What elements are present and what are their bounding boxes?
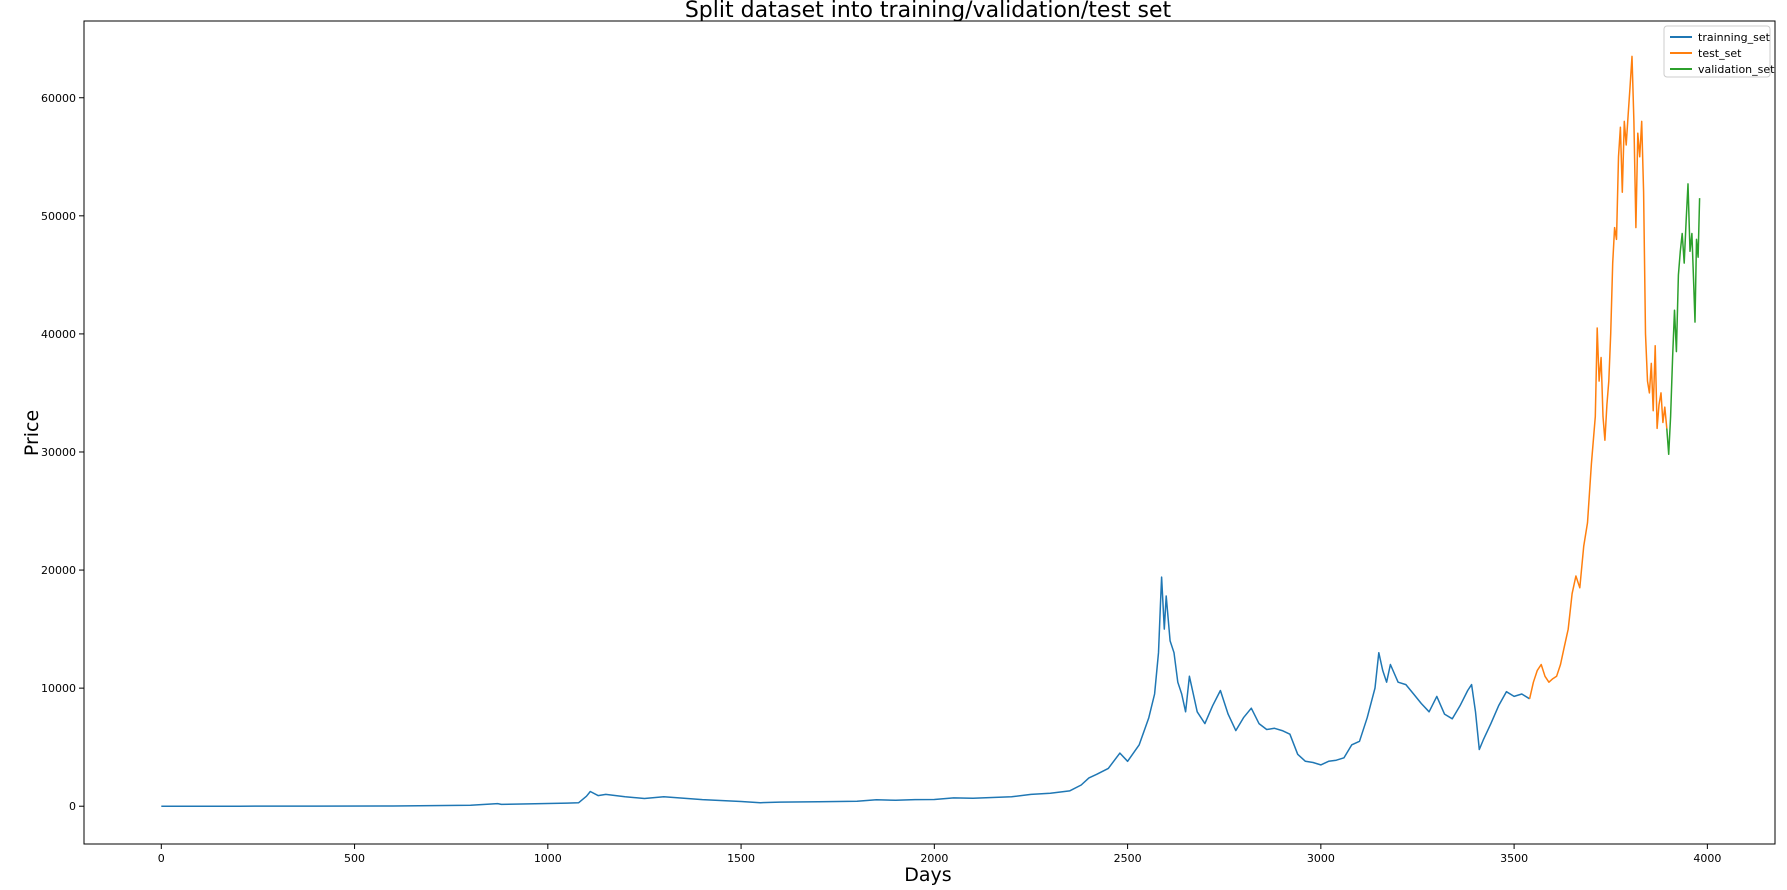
plot-lines xyxy=(161,55,1701,807)
x-axis: 0 500 1000 1500 2000 2500 3000 3500 4000 xyxy=(158,844,1721,865)
x-tick-label: 2500 xyxy=(1114,852,1142,865)
legend-label: trainning_set xyxy=(1698,31,1771,44)
y-tick-label: 0 xyxy=(69,800,76,813)
y-tick-label: 40000 xyxy=(41,328,76,341)
y-tick-label: 30000 xyxy=(41,446,76,459)
y-axis-label: Price xyxy=(21,410,43,456)
x-tick-label: 3500 xyxy=(1500,852,1528,865)
y-tick-label: 50000 xyxy=(41,210,76,223)
x-tick-label: 4000 xyxy=(1693,852,1721,865)
x-tick-label: 1000 xyxy=(534,852,562,865)
plot-area-frame xyxy=(83,20,1776,845)
series-line-validation-set xyxy=(1666,183,1701,456)
legend-label: validation_set xyxy=(1698,63,1775,76)
y-tick-label: 20000 xyxy=(41,564,76,577)
series-line-trainning-set xyxy=(161,576,1530,807)
y-tick-label: 10000 xyxy=(41,682,76,695)
y-axis: 0 10000 20000 30000 40000 50000 60000 xyxy=(41,92,84,813)
legend: trainning_set test_set validation_set xyxy=(1663,25,1775,78)
y-tick-label: 60000 xyxy=(41,92,76,105)
series-line-test-set xyxy=(1528,55,1668,699)
x-tick-label: 3000 xyxy=(1307,852,1335,865)
legend-box xyxy=(1663,25,1771,78)
legend-label: test_set xyxy=(1698,47,1742,60)
x-tick-label: 500 xyxy=(344,852,365,865)
x-tick-label: 1500 xyxy=(727,852,755,865)
chart-title: Split dataset into training/validation/t… xyxy=(685,0,1172,23)
x-tick-label: 0 xyxy=(158,852,165,865)
x-tick-label: 2000 xyxy=(920,852,948,865)
x-axis-label: Days xyxy=(904,864,951,886)
